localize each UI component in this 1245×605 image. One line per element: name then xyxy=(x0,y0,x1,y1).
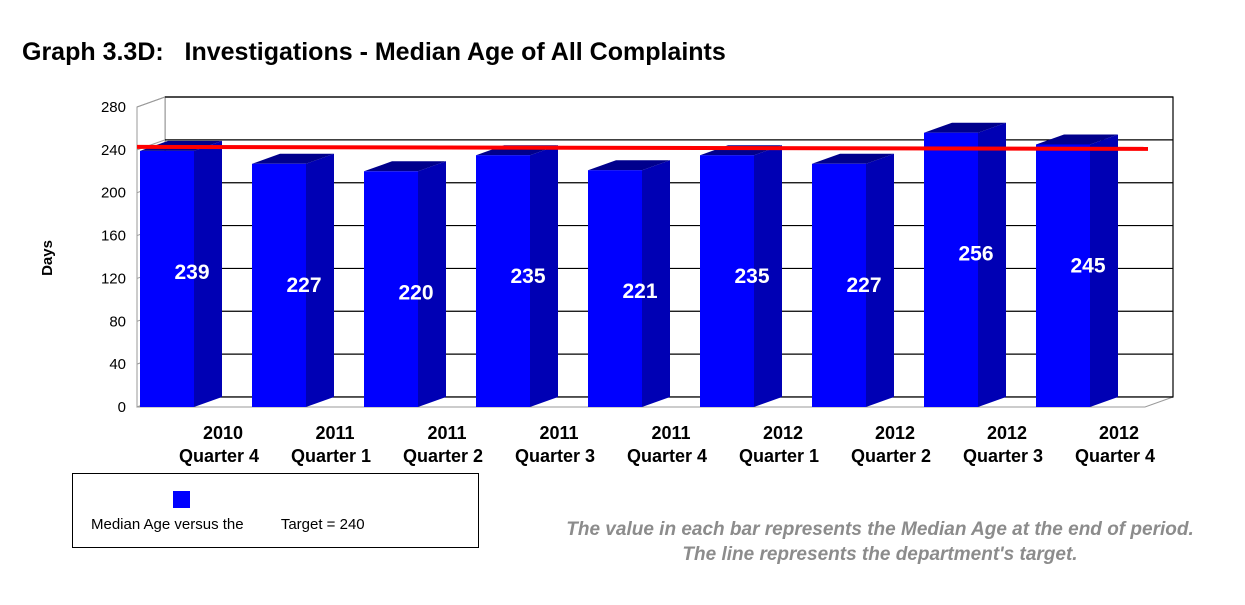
bar xyxy=(812,153,894,407)
bar-side xyxy=(978,122,1006,407)
x-tick-label-quarter: Quarter 1 xyxy=(291,446,371,466)
x-tick-label-quarter: Quarter 4 xyxy=(1075,446,1155,466)
y-tick-label: 80 xyxy=(109,313,126,330)
bar xyxy=(924,122,1006,407)
bar-value-label: 227 xyxy=(846,274,881,297)
bar xyxy=(588,160,670,407)
chart-note: The value in each bar represents the Med… xyxy=(566,519,1194,565)
x-tick-label-year: 2010 xyxy=(203,423,243,443)
legend-label: Median Age versus the Target = 240 xyxy=(91,516,365,533)
bar xyxy=(700,145,782,407)
bar-value-label: 245 xyxy=(1070,255,1105,278)
legend: Median Age versus the Target = 240 xyxy=(72,473,479,548)
bar-value-label: 235 xyxy=(734,265,769,288)
x-tick-label-year: 2011 xyxy=(315,423,354,443)
x-tick-label-quarter: Quarter 4 xyxy=(179,446,259,466)
bar-side xyxy=(418,161,446,407)
x-tick-label-quarter: Quarter 1 xyxy=(739,446,819,466)
x-tick-label-year: 2012 xyxy=(987,423,1027,443)
bar-top xyxy=(364,161,446,172)
bar-front xyxy=(588,170,642,407)
bar-front xyxy=(700,155,754,407)
bar-front xyxy=(252,163,306,407)
bar-side xyxy=(530,145,558,407)
legend-swatch xyxy=(173,491,190,508)
y-tick-label: 280 xyxy=(101,99,126,116)
x-tick-label-year: 2011 xyxy=(539,423,578,443)
y-tick-label: 160 xyxy=(101,228,126,245)
bar-top xyxy=(924,122,1006,133)
bar-top xyxy=(812,153,894,164)
x-tick-label-quarter: Quarter 3 xyxy=(963,446,1043,466)
gridline-side xyxy=(136,96,166,108)
bar-value-label: 221 xyxy=(622,280,657,303)
bar-side xyxy=(642,160,670,407)
bar-value-label: 235 xyxy=(510,265,545,288)
x-tick-label-quarter: Quarter 3 xyxy=(515,446,595,466)
x-tick-label-year: 2011 xyxy=(427,423,466,443)
bar-side xyxy=(1090,134,1118,407)
x-tick-label-quarter: Quarter 2 xyxy=(403,446,483,466)
y-axis-label: Days xyxy=(39,240,56,276)
chart-title: Graph 3.3D: Investigations - Median Age … xyxy=(22,38,726,66)
bar xyxy=(140,140,222,407)
bar-front xyxy=(364,171,418,407)
x-tick-label-year: 2012 xyxy=(1099,423,1139,443)
bar-value-label: 256 xyxy=(958,243,993,266)
bar-front xyxy=(476,155,530,407)
bar xyxy=(364,161,446,407)
bar-side xyxy=(866,153,894,407)
x-tick-label-year: 2011 xyxy=(651,423,690,443)
bar-side xyxy=(194,140,222,407)
bar-front xyxy=(812,163,866,407)
x-tick-label-quarter: Quarter 2 xyxy=(851,446,931,466)
y-tick-label: 40 xyxy=(109,356,126,373)
x-tick-label-year: 2012 xyxy=(875,423,915,443)
bar-front xyxy=(1036,144,1090,407)
bar-value-label: 227 xyxy=(286,274,321,297)
bar-front xyxy=(924,132,978,407)
bar-value-label: 220 xyxy=(398,281,433,304)
target-line xyxy=(136,144,1149,151)
y-tick-label: 200 xyxy=(101,185,126,202)
y-tick-label: 240 xyxy=(101,142,126,159)
bar-top xyxy=(252,153,334,164)
y-tick-label: 120 xyxy=(101,270,126,287)
x-tick-label-year: 2012 xyxy=(763,423,803,443)
bar xyxy=(252,153,334,407)
bar-front xyxy=(140,150,194,407)
bar-value-label: 239 xyxy=(174,261,209,284)
x-tick-label-quarter: Quarter 4 xyxy=(627,446,707,466)
bar-top xyxy=(588,160,670,171)
y-tick-label: 0 xyxy=(118,399,126,416)
bar xyxy=(476,145,558,407)
bar-top xyxy=(1036,134,1118,145)
bar-side xyxy=(754,145,782,407)
bar-side xyxy=(306,153,334,407)
bar xyxy=(1036,134,1118,407)
